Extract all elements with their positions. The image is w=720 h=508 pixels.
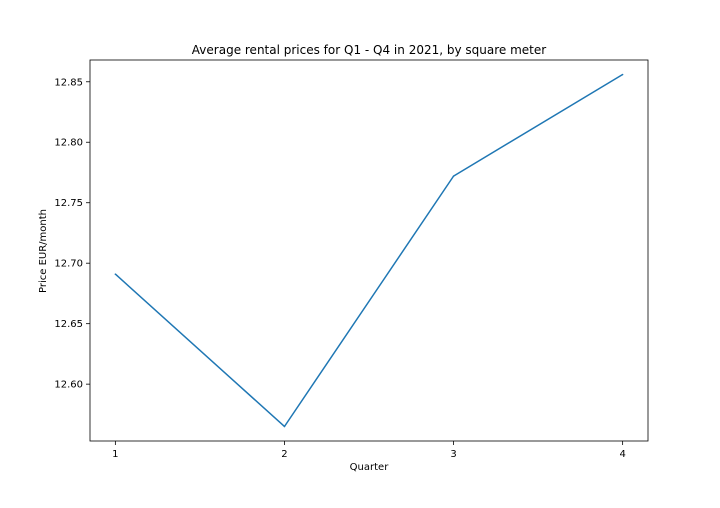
y-tick-label: 12.65 (54, 319, 83, 330)
data-point (452, 175, 455, 177)
y-tick-label: 12.80 (54, 138, 83, 149)
x-tick-label: 1 (112, 449, 118, 460)
x-tick-label: 3 (450, 449, 456, 460)
data-point (114, 273, 117, 275)
y-tick-label: 12.70 (54, 259, 83, 270)
plot-area-frame (89, 59, 649, 442)
y-tick-label: 12.75 (54, 198, 83, 209)
y-tick-label: 12.60 (54, 380, 83, 391)
chart-title: Average rental prices for Q1 - Q4 in 202… (192, 43, 546, 57)
x-tick-label: 4 (619, 449, 625, 460)
y-tick-label: 12.85 (54, 77, 83, 88)
x-tick-label: 2 (281, 449, 287, 460)
x-axis-ticks: 1 2 3 4 (112, 441, 626, 460)
y-axis-label: Price EUR/month (38, 209, 49, 293)
series-layer (114, 73, 624, 428)
data-point (283, 425, 286, 428)
data-point (621, 73, 624, 76)
y-axis-ticks: 12.60 12.65 12.70 12.75 12.80 12.85 (54, 77, 90, 391)
series-line (114, 73, 624, 428)
x-axis-label: Quarter (350, 462, 390, 473)
